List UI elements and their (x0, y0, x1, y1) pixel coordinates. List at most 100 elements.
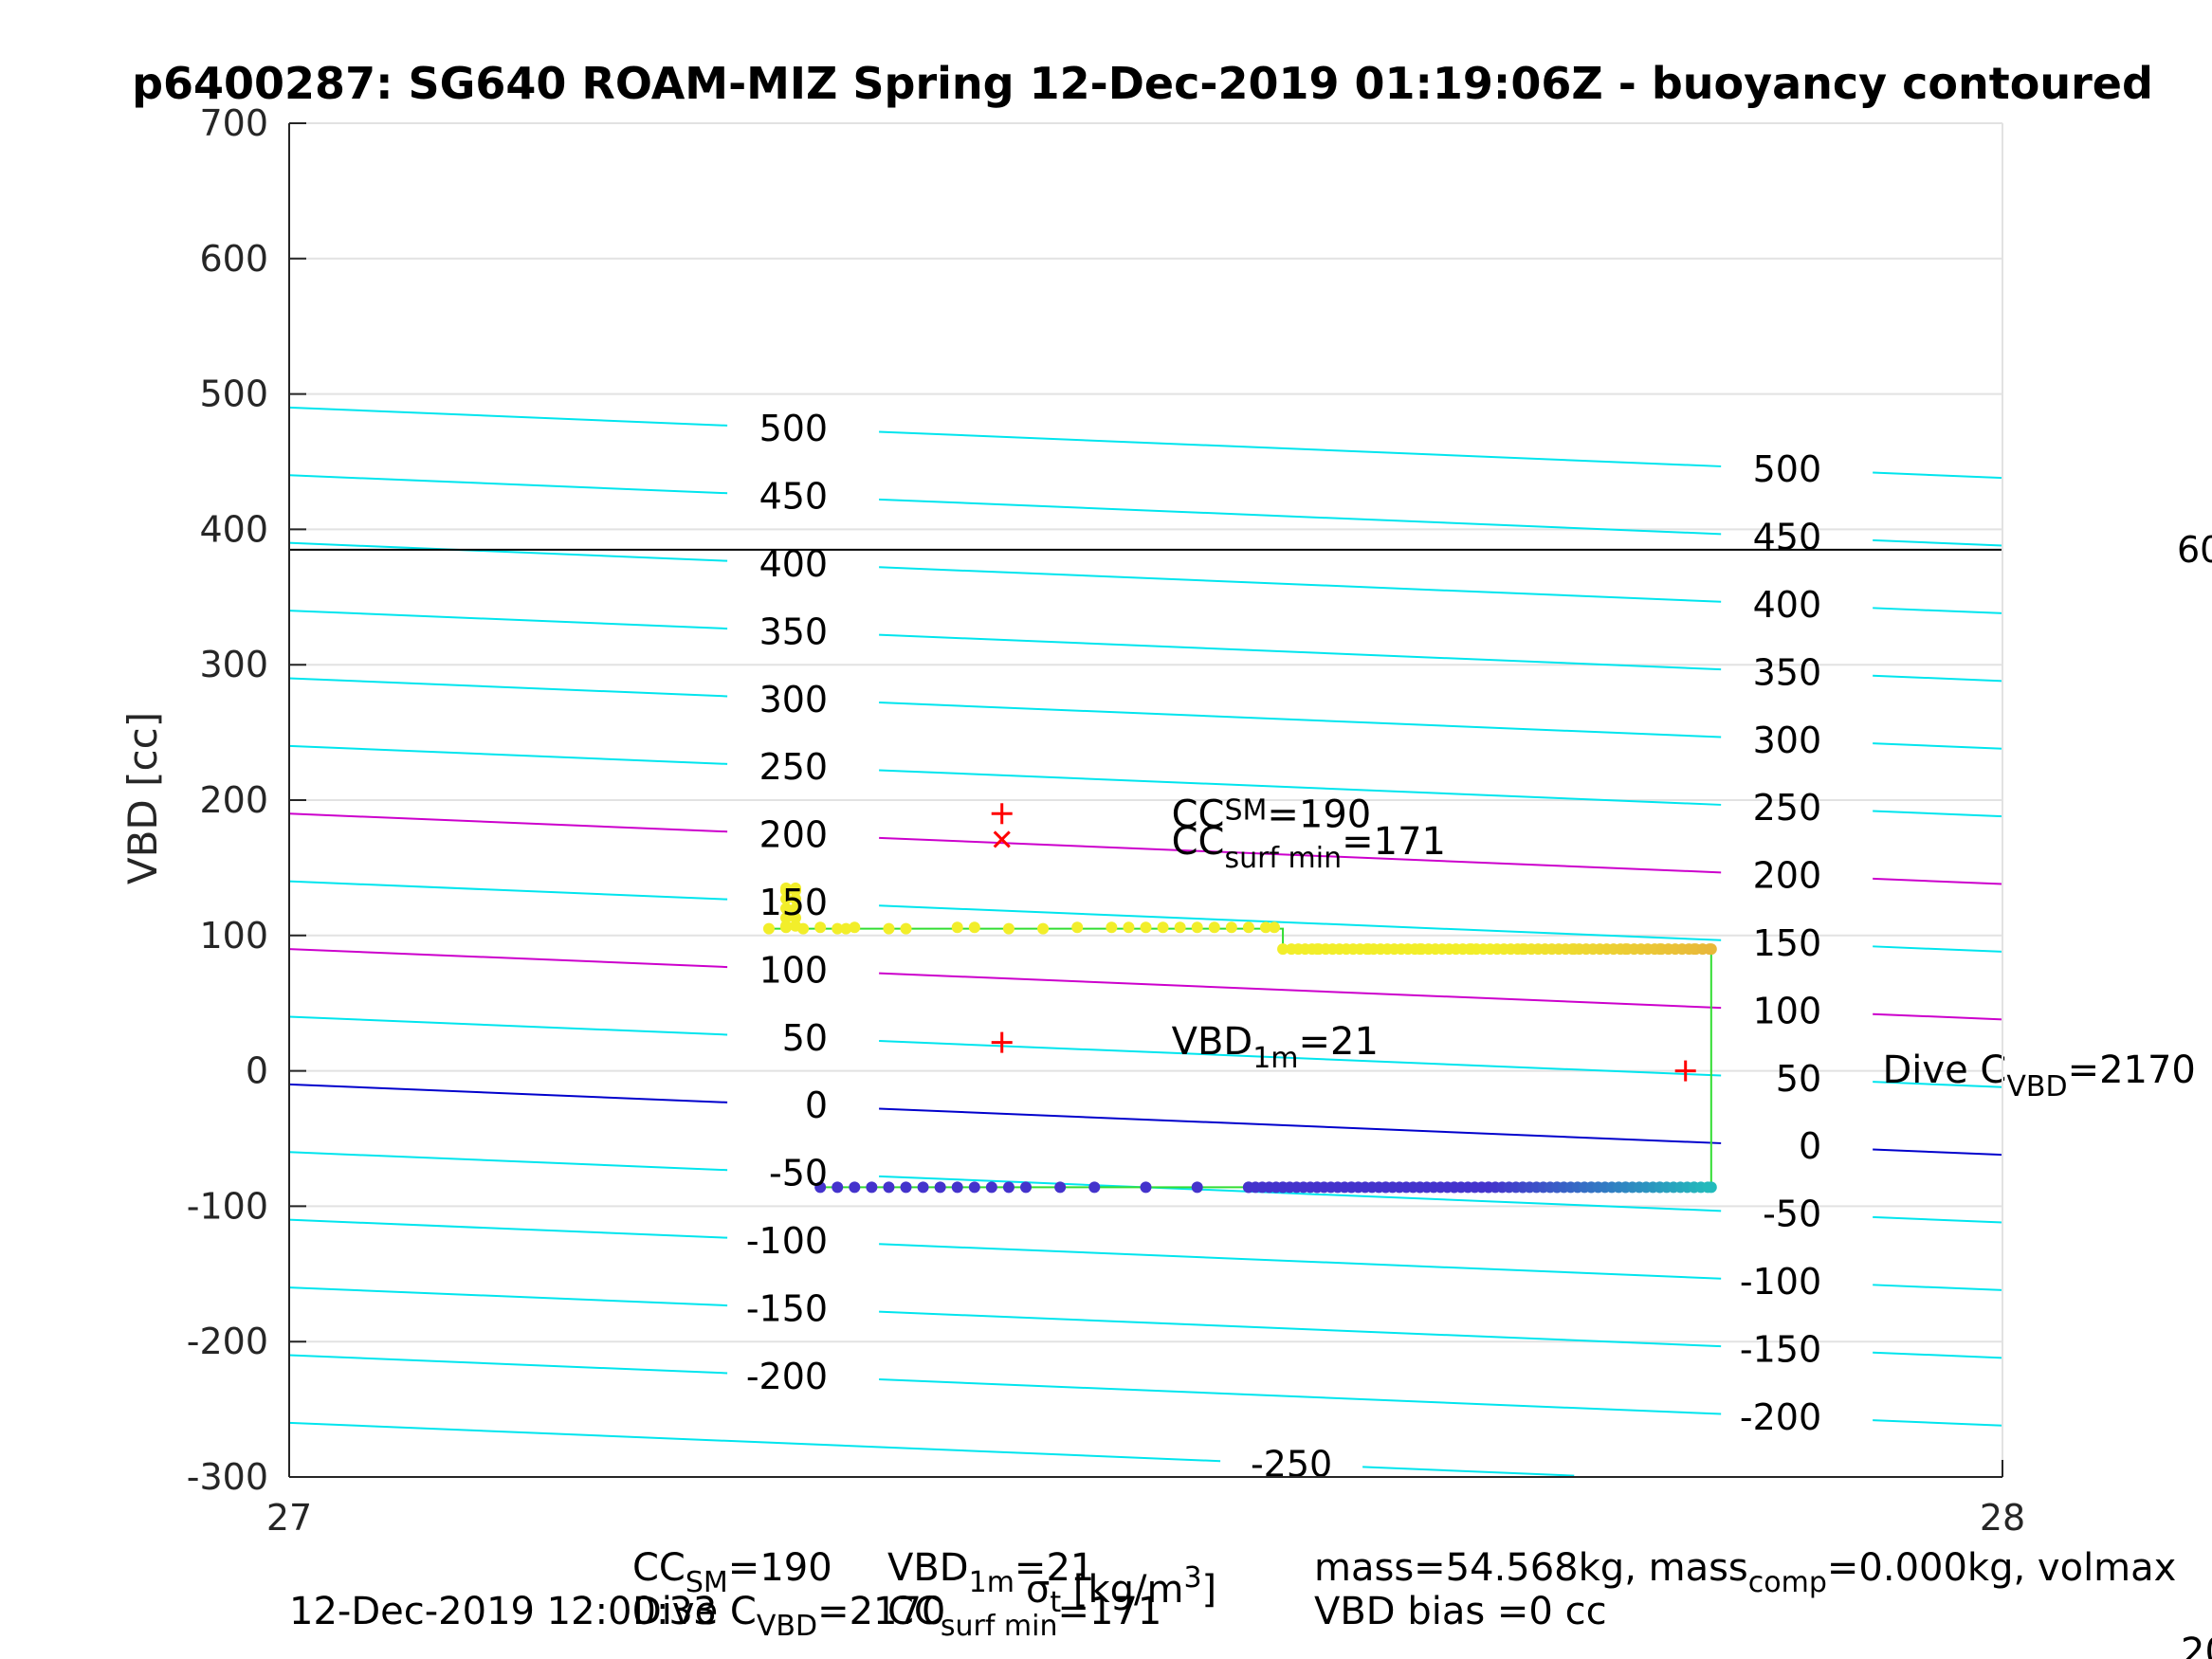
data-point (790, 893, 802, 905)
data-point (1702, 1181, 1714, 1194)
contour-line (1873, 742, 2003, 750)
data-point (849, 921, 861, 934)
data-point (985, 1181, 997, 1194)
contour-line (288, 1015, 728, 1036)
data-point (968, 921, 980, 934)
contour-line (1873, 1081, 2003, 1088)
contour-line (1873, 877, 2003, 885)
contour-label-right: -200 (1740, 1396, 1821, 1438)
footer-line2-a: Dive CVBD=2170 (632, 1590, 945, 1643)
data-point (814, 1181, 827, 1194)
contour-label-left: 350 (759, 611, 829, 652)
data-point (780, 902, 793, 915)
data-points (762, 882, 1717, 1194)
contour-line (879, 566, 1722, 603)
data-point (1225, 921, 1237, 934)
contour-line (1873, 1215, 2003, 1224)
contour-label-left: -200 (746, 1356, 828, 1397)
data-point (968, 1181, 980, 1194)
contour-label-left: -50 (769, 1153, 828, 1194)
contour-line (1873, 674, 2003, 683)
data-point (1191, 1181, 1203, 1194)
contour-line (879, 904, 1722, 941)
footer-corner-fragment: 20 (2181, 1631, 2212, 1659)
contour-line (879, 633, 1722, 671)
contour-line (879, 769, 1722, 806)
contour-line (288, 1218, 728, 1239)
contour-label-left: 150 (759, 882, 829, 923)
markers (991, 803, 1696, 1082)
data-point (849, 1181, 861, 1194)
contour-line (288, 474, 728, 495)
data-point (1174, 921, 1186, 934)
contour-line (288, 744, 728, 765)
x-tick-labels: 27 28 (266, 1460, 2025, 1539)
contour-line (288, 1286, 728, 1307)
data-point (1259, 921, 1271, 934)
contour-line (879, 498, 1722, 536)
contour-label-right: 200 (1753, 855, 1822, 897)
contour-label-left: 0 (805, 1085, 828, 1126)
footer-line2-c: VBD bias =0 cc (1314, 1590, 1607, 1633)
data-point (1191, 921, 1203, 934)
contour-line (288, 677, 728, 698)
data-point (1002, 1181, 1015, 1194)
data-point (1242, 921, 1254, 934)
data-point (790, 902, 802, 915)
data-point (832, 1181, 844, 1194)
contour-line (288, 948, 728, 969)
contour-line (288, 880, 728, 901)
data-point (1088, 1181, 1101, 1194)
data-point (1054, 1181, 1067, 1194)
annotation: CCsurf min=171 (1172, 820, 1446, 875)
contour-line (879, 430, 1722, 467)
contour-line (1873, 1012, 2003, 1021)
data-point (840, 922, 852, 935)
contour-label-right: -50 (1763, 1194, 1821, 1235)
data-point (762, 922, 775, 935)
data-point (883, 1181, 895, 1194)
footer-line1-b: VBD1m=21 (887, 1546, 1094, 1599)
footer: CCSM=190 VBD1m=21 σt [kg/m3] mass=54.568… (289, 1546, 2212, 1659)
annotation: Dive CVBD=2170 (1883, 1048, 2196, 1103)
contour-line (1873, 1419, 2003, 1427)
footer-timestamp: 12-Dec-2019 12:00:33 (289, 1590, 717, 1633)
contour-label-right: -150 (1740, 1328, 1821, 1370)
data-point (832, 922, 844, 935)
contour-line (288, 812, 728, 833)
contour-line (879, 836, 1722, 874)
x-axis-label: σt [kg/m3] (1026, 1561, 1216, 1619)
contour-line (288, 1354, 728, 1375)
contour-line (879, 702, 1722, 738)
chart-title: p6400287: SG640 ROAM-MIZ Spring 12-Dec-2… (132, 58, 2153, 109)
contour-line (1873, 607, 2003, 614)
contour-line (288, 1421, 1221, 1463)
y-tick-labels: -300 -200 -100 0 100 200 300 400 500 600 700 (187, 102, 306, 1498)
contour-label-right: 150 (1753, 922, 1822, 964)
data-point (1106, 921, 1118, 934)
data-point (1037, 922, 1050, 935)
contour-label-left: 200 (759, 814, 829, 856)
y-tick-label: 300 (199, 644, 268, 685)
contour-line (288, 610, 728, 630)
contour-label-left: 100 (759, 949, 829, 991)
marker-x-b (993, 830, 1011, 848)
contour-label-right: 300 (1753, 720, 1822, 761)
contour-label: -250 (1251, 1443, 1332, 1485)
y-tick-label: 700 (199, 102, 268, 144)
data-point (1269, 921, 1281, 934)
data-point (1704, 943, 1716, 956)
contour-label-right: 450 (1753, 517, 1822, 558)
data-point (790, 912, 802, 924)
data-point (1277, 943, 1289, 956)
annotation: CCSM=190 (1172, 793, 1372, 836)
data-point (780, 882, 793, 894)
contour-line (1873, 945, 2003, 953)
footer-line1-a: CCSM=190 (632, 1546, 832, 1599)
data-point (780, 893, 793, 905)
contour-labels: 5005004504504004003503503003002502502002… (746, 408, 1821, 1485)
axes (288, 122, 2003, 1478)
contour-label-left: 50 (782, 1017, 828, 1059)
